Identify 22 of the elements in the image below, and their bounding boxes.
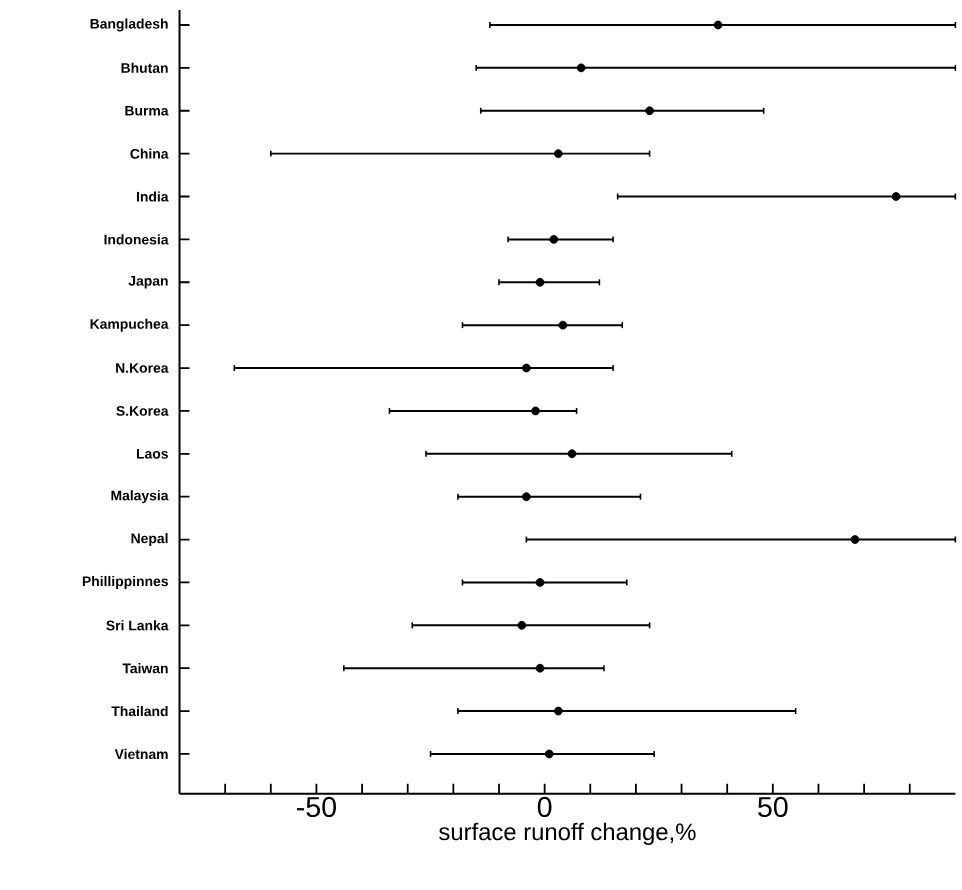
point	[713, 20, 723, 30]
point	[544, 749, 554, 759]
point	[535, 578, 545, 588]
point	[558, 320, 568, 330]
x-axis-title: surface runoff change,%	[439, 823, 696, 846]
point	[517, 621, 527, 630]
point	[576, 63, 586, 73]
point	[531, 406, 540, 416]
point	[522, 363, 531, 373]
point	[549, 235, 559, 244]
point	[850, 535, 860, 545]
point	[891, 192, 901, 202]
point	[567, 449, 577, 459]
x-tick-label: 0	[537, 797, 552, 818]
point	[553, 149, 563, 159]
x-tick-label: -50	[297, 797, 336, 818]
point	[535, 278, 545, 287]
point	[645, 106, 654, 116]
point	[553, 706, 563, 716]
point	[522, 492, 531, 502]
point	[535, 664, 545, 673]
x-tick-label: 50	[758, 797, 788, 818]
